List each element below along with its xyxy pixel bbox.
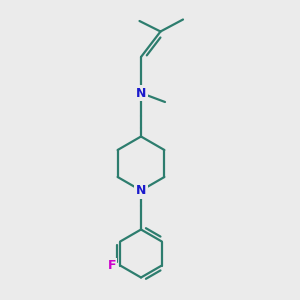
Text: N: N: [136, 86, 146, 100]
Text: F: F: [108, 259, 116, 272]
Text: N: N: [136, 184, 146, 197]
